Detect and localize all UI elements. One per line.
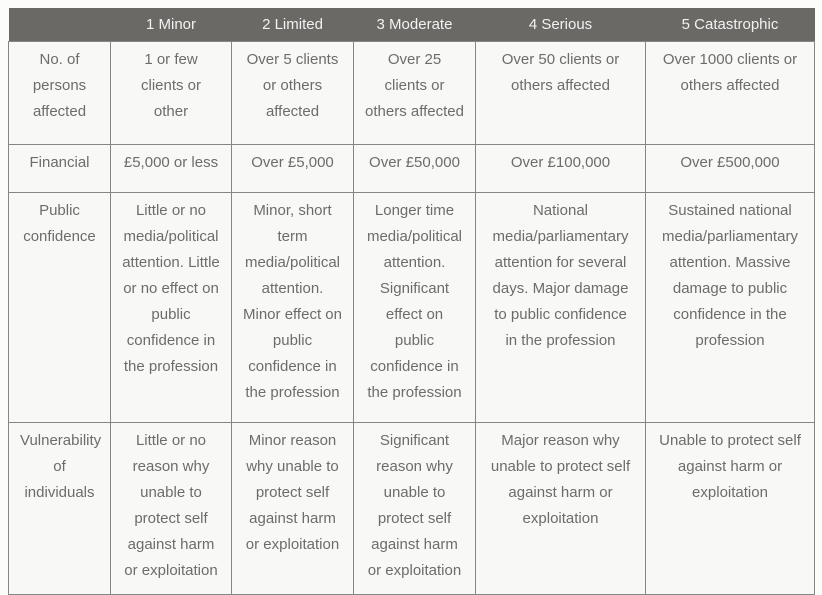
cell-financial-serious: Over £100,000 [475,144,646,193]
cell-confidence-catastrophic: Sustained national media/parliamentary a… [645,192,815,423]
cell-confidence-minor: Little or no media/political attention. … [110,192,232,423]
cell-financial-moderate: Over £50,000 [353,144,476,193]
cell-financial-catastrophic: Over £500,000 [645,144,815,193]
cell-persons-minor: 1 or few clients or other [110,41,232,145]
table-row-public-confidence: Public confidence Little or no media/pol… [8,192,815,423]
cell-vulnerability-limited: Minor reason why unable to protect self … [231,422,354,595]
risk-matrix-container: 1 Minor 2 Limited 3 Moderate 4 Serious 5… [8,8,815,595]
row-label-persons-affected: No. of persons affected [8,41,111,145]
cell-vulnerability-catastrophic: Unable to protect self against harm or e… [645,422,815,595]
row-label-vulnerability: Vulnerability of individuals [8,422,111,595]
cell-persons-moderate: Over 25 clients or others affected [353,41,476,145]
cell-persons-serious: Over 50 clients or others affected [475,41,646,145]
header-cell-2-limited: 2 Limited [231,8,354,42]
header-row: 1 Minor 2 Limited 3 Moderate 4 Serious 5… [8,8,815,42]
cell-persons-limited: Over 5 clients or others affected [231,41,354,145]
cell-vulnerability-minor: Little or no reason why unable to protec… [110,422,232,595]
header-cell-4-serious: 4 Serious [475,8,646,42]
header-cell-corner [8,8,111,42]
cell-financial-minor: £5,000 or less [110,144,232,193]
row-label-public-confidence: Public confidence [8,192,111,423]
table-row-vulnerability: Vulnerability of individuals Little or n… [8,422,815,595]
cell-vulnerability-moderate: Significant reason why unable to protect… [353,422,476,595]
header-cell-5-catastrophic: 5 Catastrophic [645,8,815,42]
cell-confidence-serious: National media/parliamentary attention f… [475,192,646,423]
cell-persons-catastrophic: Over 1000 clients or others affected [645,41,815,145]
cell-vulnerability-serious: Major reason why unable to protect self … [475,422,646,595]
cell-confidence-limited: Minor, short term media/political attent… [231,192,354,423]
risk-matrix-table: 1 Minor 2 Limited 3 Moderate 4 Serious 5… [8,8,815,595]
header-cell-3-moderate: 3 Moderate [353,8,476,42]
header-cell-1-minor: 1 Minor [110,8,232,42]
table-row-persons-affected: No. of persons affected 1 or few clients… [8,41,815,145]
table-row-financial: Financial £5,000 or less Over £5,000 Ove… [8,144,815,193]
cell-financial-limited: Over £5,000 [231,144,354,193]
row-label-financial: Financial [8,144,111,193]
cell-confidence-moderate: Longer time media/political attention. S… [353,192,476,423]
